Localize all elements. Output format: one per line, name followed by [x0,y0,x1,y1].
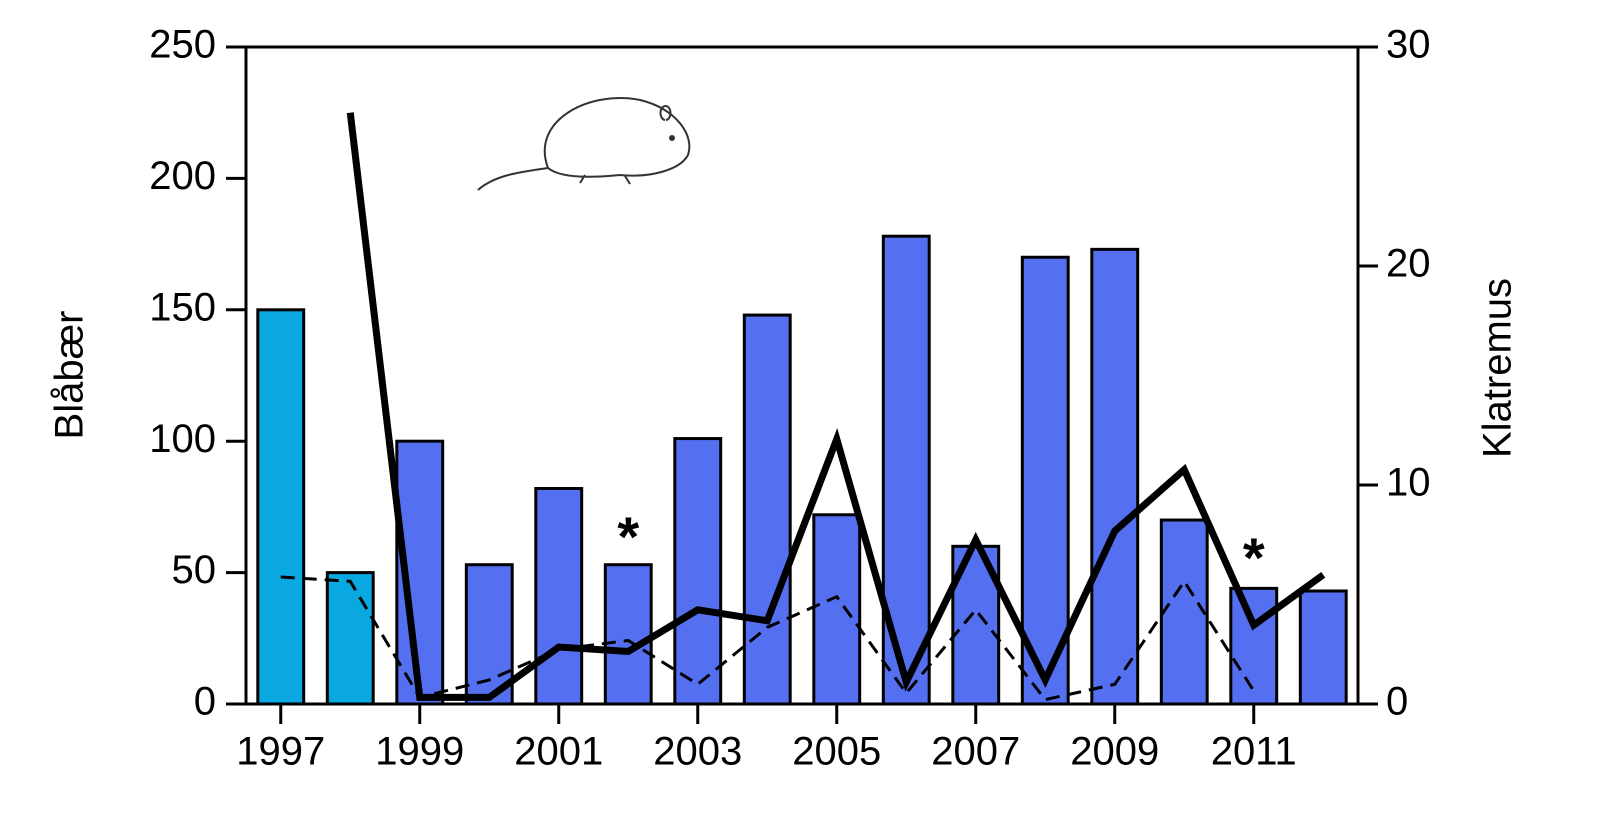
y-tick-label: 0 [194,680,216,724]
y2-tick-label: 0 [1386,680,1408,724]
bar [1090,247,1140,706]
x-tick-label: 1997 [236,730,325,774]
y2-tick-label: 10 [1386,461,1431,505]
mouse-illustration [477,97,691,191]
x-tick-label: 1999 [375,730,464,774]
bar [1229,586,1279,706]
bar [673,437,723,706]
bar [534,487,584,706]
bar [812,513,862,706]
x-tick-label: 2007 [931,730,1020,774]
y-tick-label: 100 [149,417,216,461]
bar [325,571,375,706]
annotation: * [617,505,639,568]
y-tick-label: 50 [172,548,217,592]
y2-tick-label: 30 [1386,23,1431,67]
bar [1298,589,1348,706]
annotation: * [1243,526,1265,589]
x-tick-label: 2005 [792,730,881,774]
y-tick-label: 150 [149,285,216,329]
bar [1159,518,1209,706]
y-axis-label: Blåbær [48,311,92,440]
y-tick-label: 250 [149,23,216,67]
bar [603,563,653,706]
line [346,112,1326,701]
bar [256,308,306,706]
bar [1020,255,1070,706]
dashed-line [280,575,1256,702]
x-tick-label: 2001 [514,730,603,774]
x-tick-label: 2003 [653,730,742,774]
x-tick-label: 2011 [1211,730,1297,774]
y2-tick-label: 20 [1386,242,1431,286]
y2-axis-label: Klatremus [1476,278,1520,458]
x-tick-label: 2009 [1070,730,1159,774]
bar [742,313,792,706]
y-tick-label: 200 [149,154,216,198]
